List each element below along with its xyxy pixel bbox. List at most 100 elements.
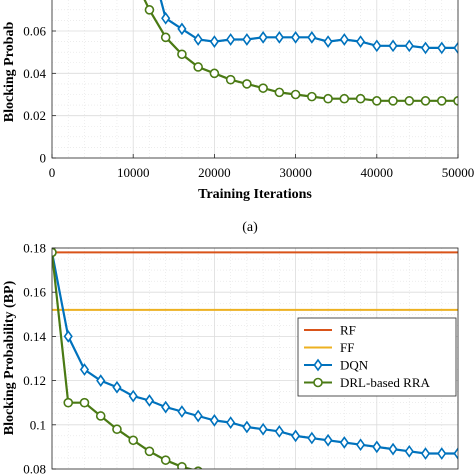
data-point-diamond	[274, 425, 284, 438]
x-tick-label: 0	[49, 165, 56, 180]
data-point-circle	[193, 62, 203, 72]
data-point-circle	[453, 96, 458, 106]
data-point-circle	[420, 96, 431, 106]
data-point-diamond	[404, 39, 414, 53]
data-point-circle	[388, 96, 398, 106]
data-point-circle	[209, 68, 220, 79]
legend-marker-diamond	[313, 358, 323, 372]
data-point-diamond	[339, 436, 349, 449]
x-tick-label: 40000	[361, 165, 394, 180]
legend-label: DRL-based RRA	[340, 375, 431, 390]
data-point-circle	[63, 397, 74, 408]
data-point-circle	[290, 89, 301, 100]
data-point-circle	[225, 74, 236, 85]
legend-label: FF	[340, 340, 354, 355]
x-tick-label: 50000	[442, 165, 474, 180]
data-point-diamond	[437, 447, 447, 460]
data-point-circle	[258, 83, 268, 93]
data-point-diamond	[63, 330, 73, 343]
y-tick-label: 0.18	[23, 241, 46, 256]
chart-panel-a: 00.020.040.060.080.10.120100002000030000…	[2, 0, 474, 202]
data-point-circle	[79, 397, 90, 408]
x-tick-label: 10000	[117, 165, 150, 180]
y-axis-label: Blocking Probab	[2, 22, 17, 123]
data-point-diamond	[420, 41, 431, 55]
data-point-circle	[339, 93, 350, 104]
data-point-diamond	[453, 41, 458, 55]
data-point-circle	[323, 93, 333, 104]
data-point-circle	[52, 248, 57, 258]
data-point-circle	[307, 91, 317, 102]
data-point-diamond	[355, 438, 366, 452]
legend-marker-circle	[313, 377, 323, 388]
data-point-circle	[144, 5, 155, 15]
data-point-diamond	[209, 35, 219, 48]
data-point-circle	[128, 435, 138, 446]
y-tick-label: 0.02	[23, 108, 46, 123]
data-point-diamond	[161, 400, 171, 414]
data-point-circle	[177, 49, 187, 60]
data-point-diamond	[258, 422, 268, 436]
data-point-diamond	[193, 33, 203, 46]
data-point-circle	[436, 96, 447, 106]
data-point-diamond	[112, 380, 122, 394]
data-point-diamond	[226, 416, 236, 429]
y-tick-label: 0.12	[23, 373, 46, 388]
data-point-diamond	[79, 363, 90, 376]
legend-label: DQN	[340, 358, 369, 373]
y-tick-label: 0.1	[30, 417, 46, 432]
data-point-diamond	[372, 440, 382, 454]
data-point-diamond	[274, 30, 284, 44]
data-point-circle	[177, 461, 187, 469]
series-line-3	[52, 252, 195, 469]
data-point-diamond	[404, 444, 414, 458]
caption-a: (a)	[242, 220, 258, 235]
data-point-diamond	[177, 405, 187, 418]
data-point-diamond	[437, 41, 447, 55]
data-point-diamond	[96, 374, 106, 387]
y-tick-label: 0.08	[23, 462, 46, 474]
data-point-diamond	[323, 35, 333, 48]
data-point-circle	[160, 455, 171, 465]
data-point-diamond	[453, 447, 458, 460]
data-point-diamond	[258, 30, 268, 44]
data-point-circle	[95, 411, 106, 421]
data-point-diamond	[307, 431, 317, 445]
data-point-diamond	[161, 11, 171, 25]
data-point-diamond	[291, 30, 301, 44]
data-point-circle	[242, 79, 252, 89]
axes-frame	[51, 247, 459, 470]
data-point-diamond	[420, 447, 431, 460]
data-point-diamond	[144, 394, 155, 407]
chart-panel-b: 0.08 0.1 0.12 0.14 0.16 0.18 Blocking Probabil…	[2, 241, 459, 474]
data-point-diamond	[128, 389, 138, 403]
data-point-diamond	[209, 414, 219, 427]
data-point-diamond	[323, 433, 333, 447]
data-point-circle	[144, 446, 155, 457]
legend: RF FF DQN DRL-based RRA	[297, 317, 457, 397]
y-axis-label: Blocking Probability (BP)	[2, 280, 17, 435]
y-tick-label: 0.04	[23, 66, 46, 81]
y-tick-label: 0.16	[23, 285, 46, 300]
data-point-circle	[274, 87, 285, 98]
y-tick-label: 0	[40, 151, 47, 166]
x-axis-label: Training Iterations	[198, 187, 312, 202]
data-point-diamond	[372, 39, 382, 53]
plot-area	[52, 0, 458, 158]
data-point-diamond	[355, 35, 366, 48]
data-point-diamond	[177, 22, 187, 36]
data-point-diamond	[226, 33, 236, 46]
data-point-circle	[112, 424, 122, 435]
data-point-circle	[193, 466, 203, 469]
data-point-diamond	[388, 442, 398, 456]
data-point-diamond	[291, 429, 301, 443]
x-tick-label: 30000	[279, 165, 312, 180]
legend-label: RF	[340, 323, 356, 338]
data-point-diamond	[307, 30, 317, 44]
data-point-diamond	[193, 409, 203, 423]
y-tick-label: 0.06	[23, 24, 46, 39]
data-point-circle	[404, 96, 415, 106]
data-point-circle	[371, 96, 382, 106]
data-point-diamond	[388, 39, 398, 53]
data-point-circle	[160, 32, 171, 43]
